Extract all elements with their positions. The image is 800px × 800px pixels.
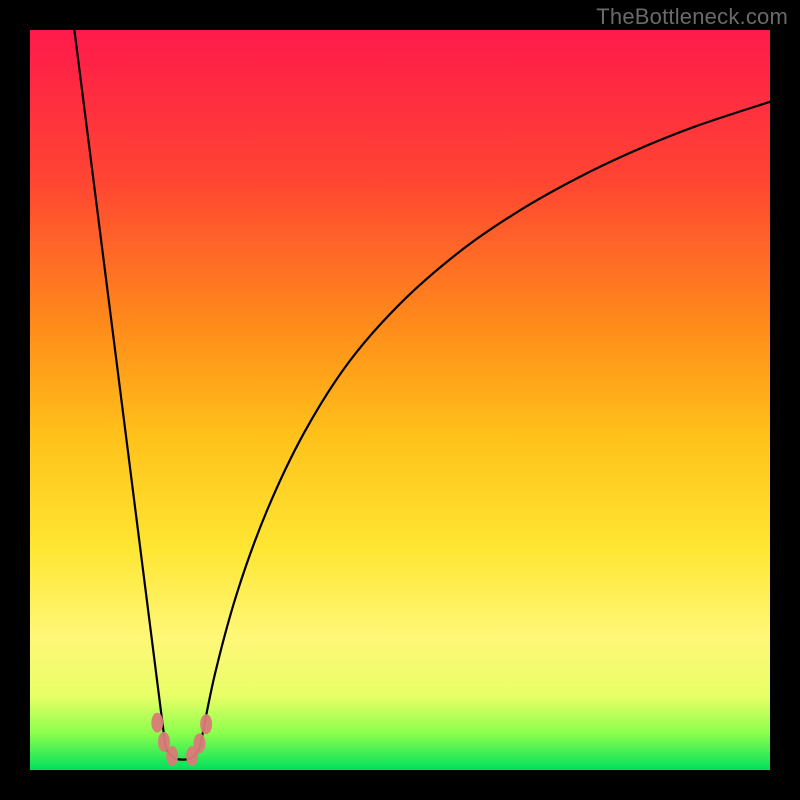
dip-marker — [151, 713, 163, 733]
dip-marker — [200, 714, 212, 734]
watermark-text: TheBottleneck.com — [596, 4, 788, 30]
dip-marker — [166, 746, 178, 766]
dip-marker — [193, 733, 205, 753]
bottleneck-chart — [0, 0, 800, 800]
